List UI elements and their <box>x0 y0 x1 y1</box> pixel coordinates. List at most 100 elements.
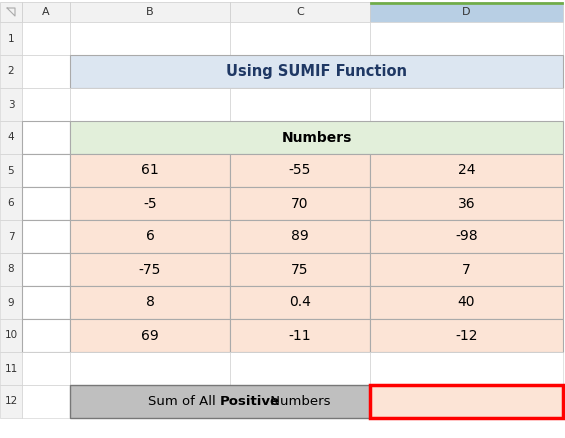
Bar <box>70 352 230 385</box>
Text: 75: 75 <box>291 262 308 276</box>
Text: -75: -75 <box>139 262 161 276</box>
Text: -12: -12 <box>455 328 478 343</box>
Bar <box>70 22 230 55</box>
Text: C: C <box>296 7 304 17</box>
Text: 69: 69 <box>141 328 159 343</box>
Bar <box>370 88 563 121</box>
Bar <box>22 2 70 22</box>
Bar <box>70 121 563 154</box>
Text: Positive: Positive <box>220 395 280 408</box>
Text: 12: 12 <box>5 396 18 406</box>
Text: -5: -5 <box>143 197 157 211</box>
Bar <box>0 385 22 418</box>
Bar <box>0 253 22 286</box>
Bar <box>230 352 370 385</box>
Bar <box>0 22 22 55</box>
Text: A: A <box>42 7 50 17</box>
Bar <box>70 319 230 352</box>
Text: 8: 8 <box>146 296 154 310</box>
Text: 24: 24 <box>458 163 475 177</box>
Bar <box>230 187 370 220</box>
Bar <box>370 352 563 385</box>
Text: -98: -98 <box>455 230 478 244</box>
Text: 10: 10 <box>5 331 18 340</box>
Bar <box>22 187 70 220</box>
Text: 40: 40 <box>458 296 475 310</box>
Text: 1: 1 <box>8 33 14 43</box>
Bar <box>230 220 370 253</box>
Bar <box>230 22 370 55</box>
Bar <box>70 286 230 319</box>
Text: 7: 7 <box>462 262 471 276</box>
Bar <box>370 319 563 352</box>
Bar <box>0 55 22 88</box>
Bar <box>370 385 563 418</box>
Bar <box>22 88 70 121</box>
Text: -55: -55 <box>289 163 311 177</box>
Text: 6: 6 <box>8 198 14 208</box>
Bar <box>22 352 70 385</box>
Bar <box>230 319 370 352</box>
Bar <box>230 154 370 187</box>
Bar <box>370 220 563 253</box>
Bar <box>70 2 230 22</box>
Bar <box>0 220 22 253</box>
Text: 6: 6 <box>146 230 154 244</box>
Bar <box>70 88 230 121</box>
Bar <box>70 385 370 418</box>
Bar <box>370 2 563 22</box>
Bar <box>70 154 230 187</box>
Bar <box>230 253 370 286</box>
Bar <box>370 253 563 286</box>
Text: Using SUMIF Function: Using SUMIF Function <box>226 64 407 79</box>
Bar <box>0 319 22 352</box>
Bar <box>70 253 230 286</box>
Text: D: D <box>462 7 471 17</box>
Text: Sum of All: Sum of All <box>148 395 220 408</box>
Bar <box>0 286 22 319</box>
Bar <box>370 187 563 220</box>
Bar <box>230 286 370 319</box>
Bar <box>230 2 370 22</box>
Text: 7: 7 <box>8 232 14 241</box>
Text: 11: 11 <box>5 364 18 374</box>
Bar <box>230 88 370 121</box>
Bar <box>370 2 563 4</box>
Bar <box>22 22 70 55</box>
Text: -11: -11 <box>289 328 311 343</box>
Bar <box>370 22 563 55</box>
Text: 70: 70 <box>291 197 308 211</box>
Text: 61: 61 <box>141 163 159 177</box>
Bar <box>70 55 563 88</box>
Bar <box>22 319 70 352</box>
Bar <box>22 286 70 319</box>
Text: 2: 2 <box>8 67 14 77</box>
Bar <box>22 154 70 187</box>
Text: 0.4: 0.4 <box>289 296 311 310</box>
Text: 9: 9 <box>8 297 14 307</box>
Text: 89: 89 <box>291 230 309 244</box>
Bar <box>0 88 22 121</box>
Text: Numbers: Numbers <box>281 131 351 145</box>
Bar <box>22 55 70 88</box>
Bar <box>22 121 70 154</box>
Bar <box>370 154 563 187</box>
Bar <box>0 121 22 154</box>
Bar <box>0 187 22 220</box>
Bar <box>22 253 70 286</box>
Text: Numbers: Numbers <box>267 395 331 408</box>
Bar <box>22 385 70 418</box>
Text: 4: 4 <box>8 133 14 142</box>
Bar <box>0 2 22 22</box>
Bar <box>70 220 230 253</box>
Bar <box>370 286 563 319</box>
Text: B: B <box>146 7 154 17</box>
Text: 5: 5 <box>8 166 14 176</box>
Bar <box>22 220 70 253</box>
Bar <box>0 154 22 187</box>
Text: 3: 3 <box>8 99 14 110</box>
Text: 36: 36 <box>458 197 475 211</box>
Bar <box>70 187 230 220</box>
Text: 8: 8 <box>8 265 14 275</box>
Bar <box>0 352 22 385</box>
